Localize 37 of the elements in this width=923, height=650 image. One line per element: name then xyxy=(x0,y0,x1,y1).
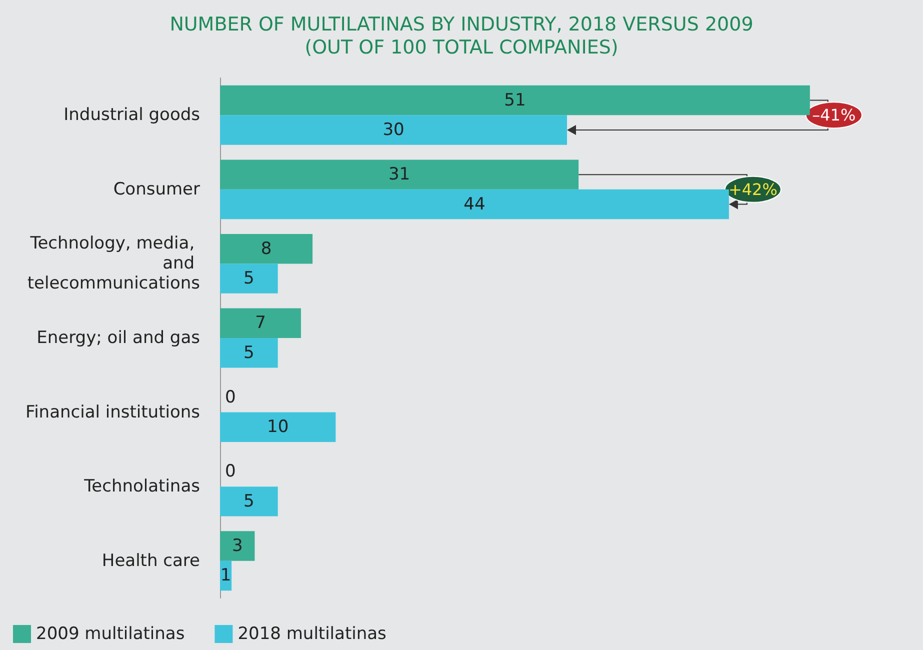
y-tick-label: Energy; oil and gas xyxy=(36,328,200,348)
data-label: 8 xyxy=(260,238,272,259)
data-label: 31 xyxy=(388,164,410,185)
data-label: 5 xyxy=(244,268,254,289)
legend-label: 2018 multilatinas xyxy=(238,624,387,644)
bar xyxy=(220,338,278,368)
y-tick-label: Health care xyxy=(102,550,200,571)
data-label: 7 xyxy=(255,313,266,334)
data-label: 5 xyxy=(244,491,254,512)
annotation: +42% xyxy=(728,180,778,199)
y-tick-label: Technology, media, and telecommunications xyxy=(27,234,200,294)
data-label: 5 xyxy=(244,342,254,363)
data-label: 10 xyxy=(267,417,289,438)
y-tick-label: Industrial goods xyxy=(64,105,200,126)
y-tick-label: Consumer xyxy=(113,179,200,200)
bar xyxy=(220,160,579,190)
data-label: 0 xyxy=(225,387,236,408)
data-label: 3 xyxy=(232,536,243,556)
bar xyxy=(220,308,301,338)
legend-label: 2009 multilatinas xyxy=(36,624,185,644)
bar xyxy=(220,486,278,516)
y-tick-label: Technolatinas xyxy=(83,476,200,497)
bar xyxy=(220,85,810,116)
annotation: –41% xyxy=(812,106,856,125)
bar xyxy=(220,234,313,264)
data-label: 44 xyxy=(464,194,486,214)
bar xyxy=(220,189,729,220)
bar xyxy=(220,264,278,294)
data-label: 30 xyxy=(382,120,404,140)
bar xyxy=(220,115,568,145)
y-tick-label: Financial institutions xyxy=(26,402,200,422)
data-label: 0 xyxy=(225,462,236,482)
bar xyxy=(220,531,255,561)
data-label: 1 xyxy=(220,566,232,586)
bar xyxy=(220,412,336,442)
data-label: 51 xyxy=(504,90,526,110)
chart-title: NUMBER OF MULTILATINAS BY INDUSTRY, 2018 VERSUS 2009 (OUT OF 100 TOTAL COMPANIES) xyxy=(170,14,754,58)
